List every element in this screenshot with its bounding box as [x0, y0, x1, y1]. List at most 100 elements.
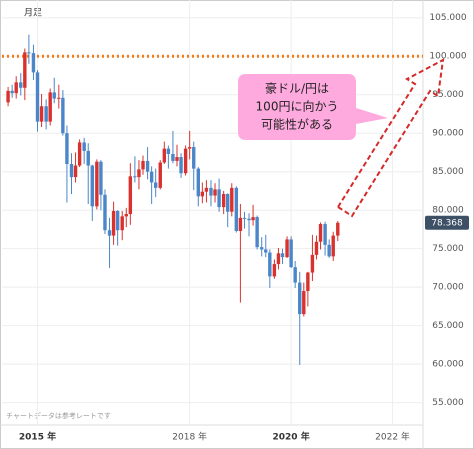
y-tick-label: 80.000 — [432, 206, 464, 216]
candle-body — [251, 217, 255, 221]
last-price-box — [425, 215, 469, 230]
footnote: チャートデータは参考レートです — [6, 411, 111, 420]
candle-body — [310, 254, 315, 273]
period-label: 月足 — [24, 8, 42, 19]
candle-body — [242, 217, 247, 219]
callout-text: 可能性がある — [261, 117, 333, 132]
candle-body — [209, 187, 213, 196]
candle-body — [204, 187, 209, 192]
candle-body — [69, 163, 74, 178]
candle-body — [90, 165, 94, 207]
candle-body — [6, 90, 10, 103]
candle-body — [260, 247, 264, 250]
candle-body — [141, 160, 145, 170]
candle-body — [52, 92, 56, 99]
x-tick-label: 2018 年 — [172, 431, 207, 443]
candle-body — [166, 148, 171, 154]
y-tick-label: 60.000 — [432, 360, 464, 370]
candle-body — [133, 176, 137, 178]
candle-body — [318, 224, 323, 242]
candle-body — [65, 133, 69, 164]
candle-body — [44, 106, 48, 122]
candle-body — [221, 194, 226, 208]
x-tick-label: 2015 年 — [19, 431, 56, 443]
arrow — [336, 58, 445, 218]
candle-body — [99, 161, 103, 195]
candle-body — [306, 272, 310, 292]
callout-text: 100円に向かう — [256, 99, 339, 114]
candle-body — [149, 171, 154, 183]
candle-body — [302, 291, 306, 315]
callout: 豪ドル/円は 100円に向かう 可能性がある — [238, 74, 388, 140]
candle-body — [238, 217, 243, 231]
candle-body — [234, 187, 239, 231]
candle-body — [272, 264, 277, 277]
candle-body — [187, 147, 192, 149]
candle-body — [124, 214, 128, 217]
candle-body — [77, 142, 82, 166]
candle-body — [264, 249, 268, 253]
y-tick-label: 105.000 — [429, 13, 466, 23]
candle-body — [103, 194, 107, 231]
y-tick-label: 55.000 — [432, 398, 464, 408]
candle-body — [183, 148, 188, 174]
candle-body — [293, 267, 297, 283]
callout-box — [238, 74, 388, 140]
candle-body — [23, 52, 27, 88]
candle-body — [137, 169, 141, 178]
candle-body — [268, 252, 272, 277]
callout-text: 豪ドル/円は — [265, 81, 329, 96]
y-tick-label: 95.000 — [432, 90, 464, 100]
candle-body — [247, 218, 251, 221]
candle-body — [175, 157, 179, 161]
candle-body — [14, 82, 18, 94]
candle-body — [35, 72, 40, 122]
candle-body — [192, 147, 196, 169]
candle-body — [289, 239, 293, 268]
candle-body — [327, 244, 331, 257]
y-tick-label: 65.000 — [432, 321, 464, 331]
candle-body — [153, 182, 158, 188]
candle-body — [111, 210, 116, 236]
last-price-label: 78.368 — [431, 218, 463, 228]
candle-body — [128, 176, 133, 215]
candle-body — [230, 187, 234, 212]
candle-body — [213, 189, 217, 196]
candle-body — [255, 217, 259, 248]
candle-body — [226, 194, 230, 212]
candle-body — [285, 239, 289, 258]
candle-body — [95, 161, 99, 207]
candle-body — [31, 53, 36, 73]
y-tick-label: 90.000 — [432, 129, 464, 139]
candle-body — [61, 97, 65, 134]
candle-body — [158, 162, 162, 188]
candle-body — [314, 241, 319, 255]
candle-body — [86, 150, 90, 166]
candle-body — [57, 97, 61, 99]
candle-body — [39, 106, 44, 122]
candle-body — [10, 90, 14, 94]
candle-body — [179, 157, 183, 174]
y-tick-label: 75.000 — [432, 244, 464, 254]
y-tick-label: 85.000 — [432, 167, 464, 177]
x-tick-label: 2020 年 — [273, 431, 310, 443]
candle-body — [162, 148, 167, 163]
candle-body — [298, 282, 302, 315]
candle-body — [120, 216, 124, 231]
candle-body — [171, 153, 175, 161]
candle-body — [276, 253, 281, 265]
candle-body — [73, 165, 78, 178]
candle-body — [82, 142, 86, 151]
candle-body — [145, 160, 150, 172]
candle-body — [200, 191, 205, 197]
candle-body — [107, 230, 112, 236]
x-tick-label: 2022 年 — [375, 431, 410, 443]
candle-body — [48, 92, 52, 122]
candle-body — [336, 222, 340, 236]
candle-body — [280, 253, 285, 258]
candle-body — [19, 82, 23, 88]
y-tick-label: 70.000 — [432, 283, 464, 293]
candle-body — [217, 189, 221, 208]
candle-body — [115, 210, 120, 231]
